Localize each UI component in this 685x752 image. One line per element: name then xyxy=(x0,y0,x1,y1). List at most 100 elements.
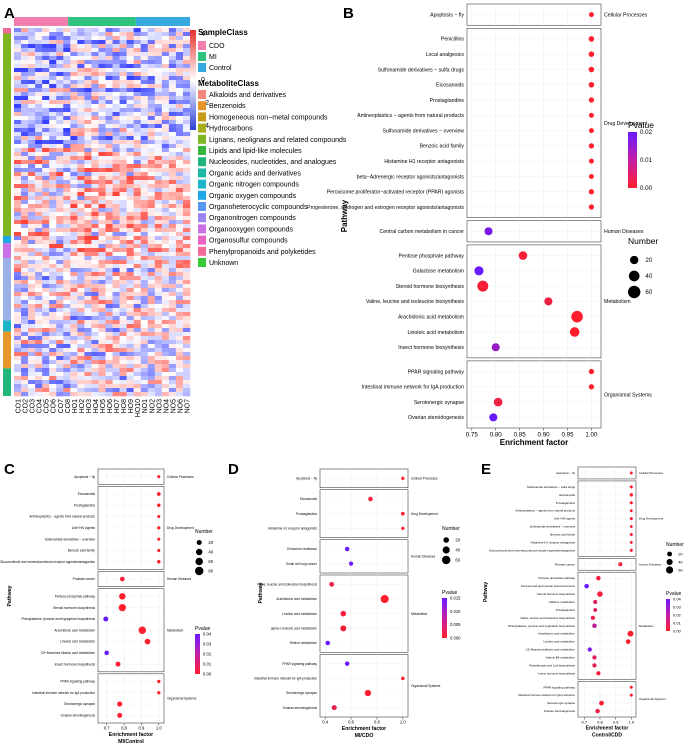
heatmap-cell xyxy=(140,164,149,169)
heatmap-cell xyxy=(112,116,120,121)
heatmap-cell xyxy=(154,308,163,313)
pvalue-tick-label: 0.015 xyxy=(450,595,461,600)
heatmap-cell xyxy=(35,104,43,109)
heatmap-cell xyxy=(161,340,170,345)
heatmap-cell xyxy=(77,236,85,241)
heatmap-cell xyxy=(126,128,134,133)
heatmap-cell xyxy=(168,336,177,341)
heatmap-cell xyxy=(98,204,106,209)
heatmap-cell xyxy=(77,308,85,313)
heatmap-cell xyxy=(140,248,149,253)
heatmap-cell xyxy=(21,236,29,241)
pathway-label: Antineoplastics − agents from natural pr… xyxy=(29,515,95,519)
pvalue-tick-label: 0.01 xyxy=(203,661,212,666)
heatmap-cell xyxy=(84,216,92,221)
heatmap-cell xyxy=(77,324,85,329)
heatmap-cell xyxy=(14,152,22,157)
heatmap-cell xyxy=(70,200,78,205)
heatmap-cell xyxy=(49,108,57,113)
heatmap-cell xyxy=(91,80,99,85)
heatmap-cell xyxy=(70,380,78,385)
heatmap-cell xyxy=(56,68,64,73)
heatmap-cell xyxy=(35,304,43,309)
heatmap-cell xyxy=(56,240,64,245)
heatmap-cell xyxy=(133,320,142,325)
x-tick-label: 0.85 xyxy=(514,432,527,439)
heatmap-cell xyxy=(35,116,43,121)
heatmap-cell xyxy=(35,28,43,33)
pathway-label: PPAR signaling pathway xyxy=(60,680,95,684)
heatmap-cell xyxy=(154,84,163,89)
heatmap-cell xyxy=(154,124,163,129)
heatmap-cell xyxy=(56,356,64,361)
heatmap-cell xyxy=(14,292,22,297)
heatmap-cell xyxy=(112,128,120,133)
heatmap-cell xyxy=(70,280,78,285)
heatmap-cell xyxy=(168,264,177,269)
heatmap-cell xyxy=(161,236,170,241)
heatmap-cell xyxy=(105,324,113,329)
heatmap-cell xyxy=(98,84,106,89)
heatmap-cell xyxy=(112,232,120,237)
heatmap-cell xyxy=(182,212,191,217)
heatmap-cell xyxy=(91,148,99,153)
heatmap-cell xyxy=(168,204,177,209)
sample-id-label: NO2 xyxy=(149,399,156,414)
heatmap-cell xyxy=(147,240,156,245)
heatmap-cell xyxy=(42,264,50,269)
heatmap-cell xyxy=(70,372,78,377)
heatmap-cell xyxy=(14,380,22,385)
heatmap-cell xyxy=(161,44,170,49)
heatmap-cell xyxy=(28,308,36,313)
heatmap-cell xyxy=(175,368,184,373)
heatmap-cell xyxy=(56,236,64,241)
heatmap-cell xyxy=(14,200,22,205)
heatmap-cell xyxy=(70,32,78,37)
heatmap-cell xyxy=(98,172,106,177)
heatmap-cell xyxy=(105,252,113,257)
heatmap-cell xyxy=(63,320,71,325)
heatmap-cell xyxy=(140,328,149,333)
heatmap-cell xyxy=(168,36,177,41)
heatmap-cell xyxy=(161,352,170,357)
heatmap-cell xyxy=(91,156,99,161)
heatmap-cell xyxy=(182,312,191,317)
heatmap-cell xyxy=(175,172,184,177)
heatmap-cell xyxy=(49,52,57,57)
heatmap-cell xyxy=(133,72,142,77)
heatmap-cell xyxy=(49,88,57,93)
heatmap-cell xyxy=(175,248,184,253)
heatmap-cell xyxy=(56,280,64,285)
pathway-label: Histamine H1 receptor antagonists xyxy=(531,540,576,544)
heatmap-cell xyxy=(21,340,29,345)
heatmap-cell xyxy=(119,340,127,345)
bubble-point xyxy=(592,663,597,668)
heatmap-cell xyxy=(91,228,99,233)
heatmap-cell xyxy=(140,60,149,65)
heatmap-cell xyxy=(105,220,113,225)
heatmap-cell xyxy=(133,208,142,213)
pathway-label: Sulfonamide derivatives − overview xyxy=(45,537,96,541)
sample-id-label: HO2 xyxy=(79,399,86,414)
heatmap-cell xyxy=(28,356,36,361)
metabolite-legend-swatch xyxy=(198,168,206,178)
x-tick-label: 0.9 xyxy=(139,726,145,731)
heatmap-cell xyxy=(70,72,78,77)
bubble-point xyxy=(484,227,493,236)
metabolite-legend-swatch xyxy=(198,179,206,189)
pathway-label: C5−Branched dibasic acid metabolism xyxy=(526,648,576,652)
heatmap-cell xyxy=(147,320,156,325)
pathway-label: Steroid hormone biosynthesis xyxy=(537,592,576,596)
heatmap-cell xyxy=(105,100,113,105)
pathway-label: Histamine H1 receptor antagonists xyxy=(384,159,464,165)
number-legend-label: 20 xyxy=(455,537,460,542)
heatmap-cell xyxy=(77,68,85,73)
heatmap-cell xyxy=(63,88,71,93)
heatmap-cell xyxy=(49,328,57,333)
heatmap-cell xyxy=(56,200,64,205)
heatmap-cell xyxy=(77,348,85,353)
heatmap-cell xyxy=(112,80,120,85)
heatmap-cell xyxy=(21,36,29,41)
heatmap-cell xyxy=(14,120,22,125)
heatmap-cell xyxy=(161,60,170,65)
